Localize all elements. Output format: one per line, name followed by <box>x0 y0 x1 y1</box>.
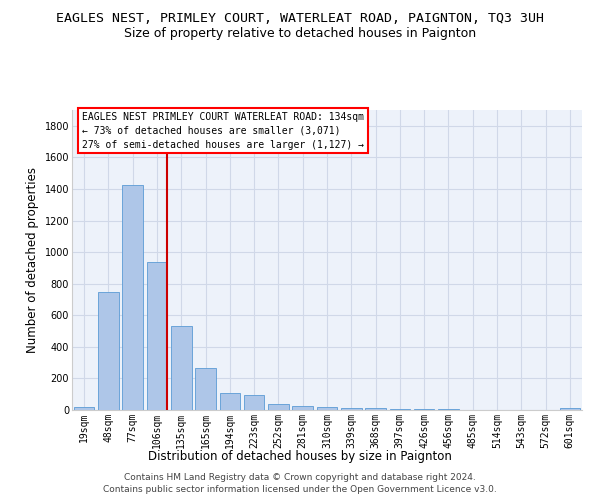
Bar <box>98 292 119 410</box>
Y-axis label: Number of detached properties: Number of detached properties <box>26 167 39 353</box>
Bar <box>292 406 313 410</box>
Text: EAGLES NEST, PRIMLEY COURT, WATERLEAT ROAD, PAIGNTON, TQ3 3UH: EAGLES NEST, PRIMLEY COURT, WATERLEAT RO… <box>56 12 544 26</box>
Text: Contains public sector information licensed under the Open Government Licence v3: Contains public sector information licen… <box>103 485 497 494</box>
Bar <box>317 407 337 410</box>
Text: Distribution of detached houses by size in Paignton: Distribution of detached houses by size … <box>148 450 452 463</box>
Bar <box>244 395 265 410</box>
Text: Contains HM Land Registry data © Crown copyright and database right 2024.: Contains HM Land Registry data © Crown c… <box>124 472 476 482</box>
Text: Size of property relative to detached houses in Paignton: Size of property relative to detached ho… <box>124 28 476 40</box>
Bar <box>74 406 94 410</box>
Bar <box>122 185 143 410</box>
Bar <box>195 368 216 410</box>
Bar <box>220 394 240 410</box>
Bar <box>414 409 434 410</box>
Bar <box>560 408 580 410</box>
Text: EAGLES NEST PRIMLEY COURT WATERLEAT ROAD: 134sqm
← 73% of detached houses are sm: EAGLES NEST PRIMLEY COURT WATERLEAT ROAD… <box>82 112 364 150</box>
Bar <box>268 404 289 410</box>
Bar <box>389 408 410 410</box>
Bar <box>365 408 386 410</box>
Bar <box>146 262 167 410</box>
Bar <box>171 326 191 410</box>
Bar <box>341 408 362 410</box>
